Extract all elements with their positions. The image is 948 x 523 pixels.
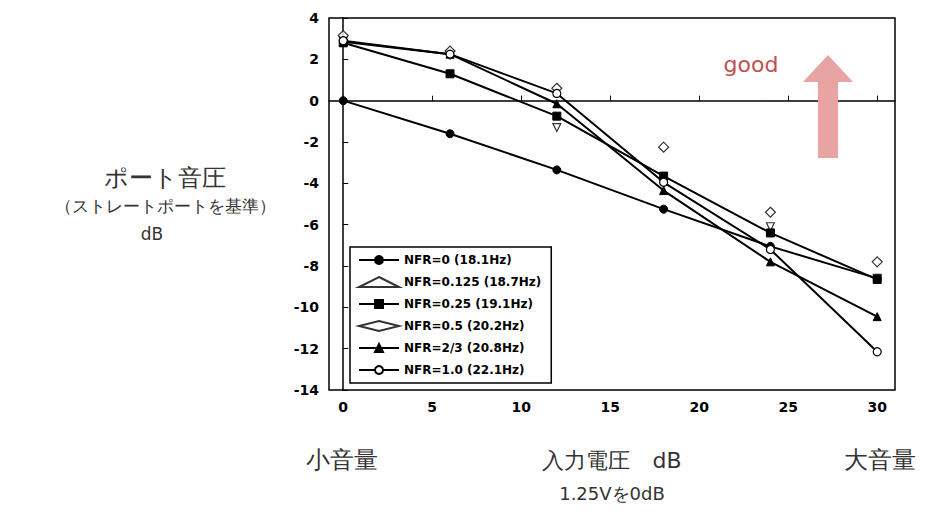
svg-text:NFR=0 (18.1Hz): NFR=0 (18.1Hz) [404,253,512,267]
svg-text:-8: -8 [303,258,319,274]
svg-text:ポート音圧: ポート音圧 [104,164,226,192]
svg-text:入力電圧 dB: 入力電圧 dB [542,448,681,473]
svg-text:dB: dB [141,224,163,244]
svg-text:NFR=1.0 (22.1Hz): NFR=1.0 (22.1Hz) [404,363,525,377]
svg-text:15: 15 [600,399,619,415]
svg-text:大音量: 大音量 [844,446,916,474]
svg-text:good: good [724,52,779,77]
svg-text:2: 2 [309,51,319,67]
svg-text:1.25Vを0dB: 1.25Vを0dB [559,483,665,504]
svg-text:-2: -2 [303,134,319,150]
svg-text:10: 10 [511,399,531,415]
svg-text:NFR=2/3 (20.8Hz): NFR=2/3 (20.8Hz) [404,341,524,355]
svg-text:20: 20 [689,399,709,415]
svg-text:25: 25 [778,399,797,415]
svg-text:（ストレートポートを基準）: （ストレートポートを基準） [55,196,276,216]
svg-text:-6: -6 [303,217,319,233]
svg-text:NFR=0.125 (18.7Hz): NFR=0.125 (18.7Hz) [404,275,541,289]
svg-text:-10: -10 [294,299,320,315]
svg-text:-4: -4 [303,175,319,191]
svg-text:5: 5 [427,399,437,415]
svg-text:-14: -14 [294,382,320,398]
svg-text:0: 0 [309,93,319,109]
svg-text:0: 0 [338,399,348,415]
svg-text:30: 30 [867,399,887,415]
svg-text:NFR=0.25 (19.1Hz): NFR=0.25 (19.1Hz) [404,297,533,311]
svg-text:小音量: 小音量 [306,446,378,474]
svg-text:-12: -12 [294,341,319,357]
svg-text:NFR=0.5 (20.2Hz): NFR=0.5 (20.2Hz) [404,319,525,333]
svg-text:4: 4 [309,10,319,26]
